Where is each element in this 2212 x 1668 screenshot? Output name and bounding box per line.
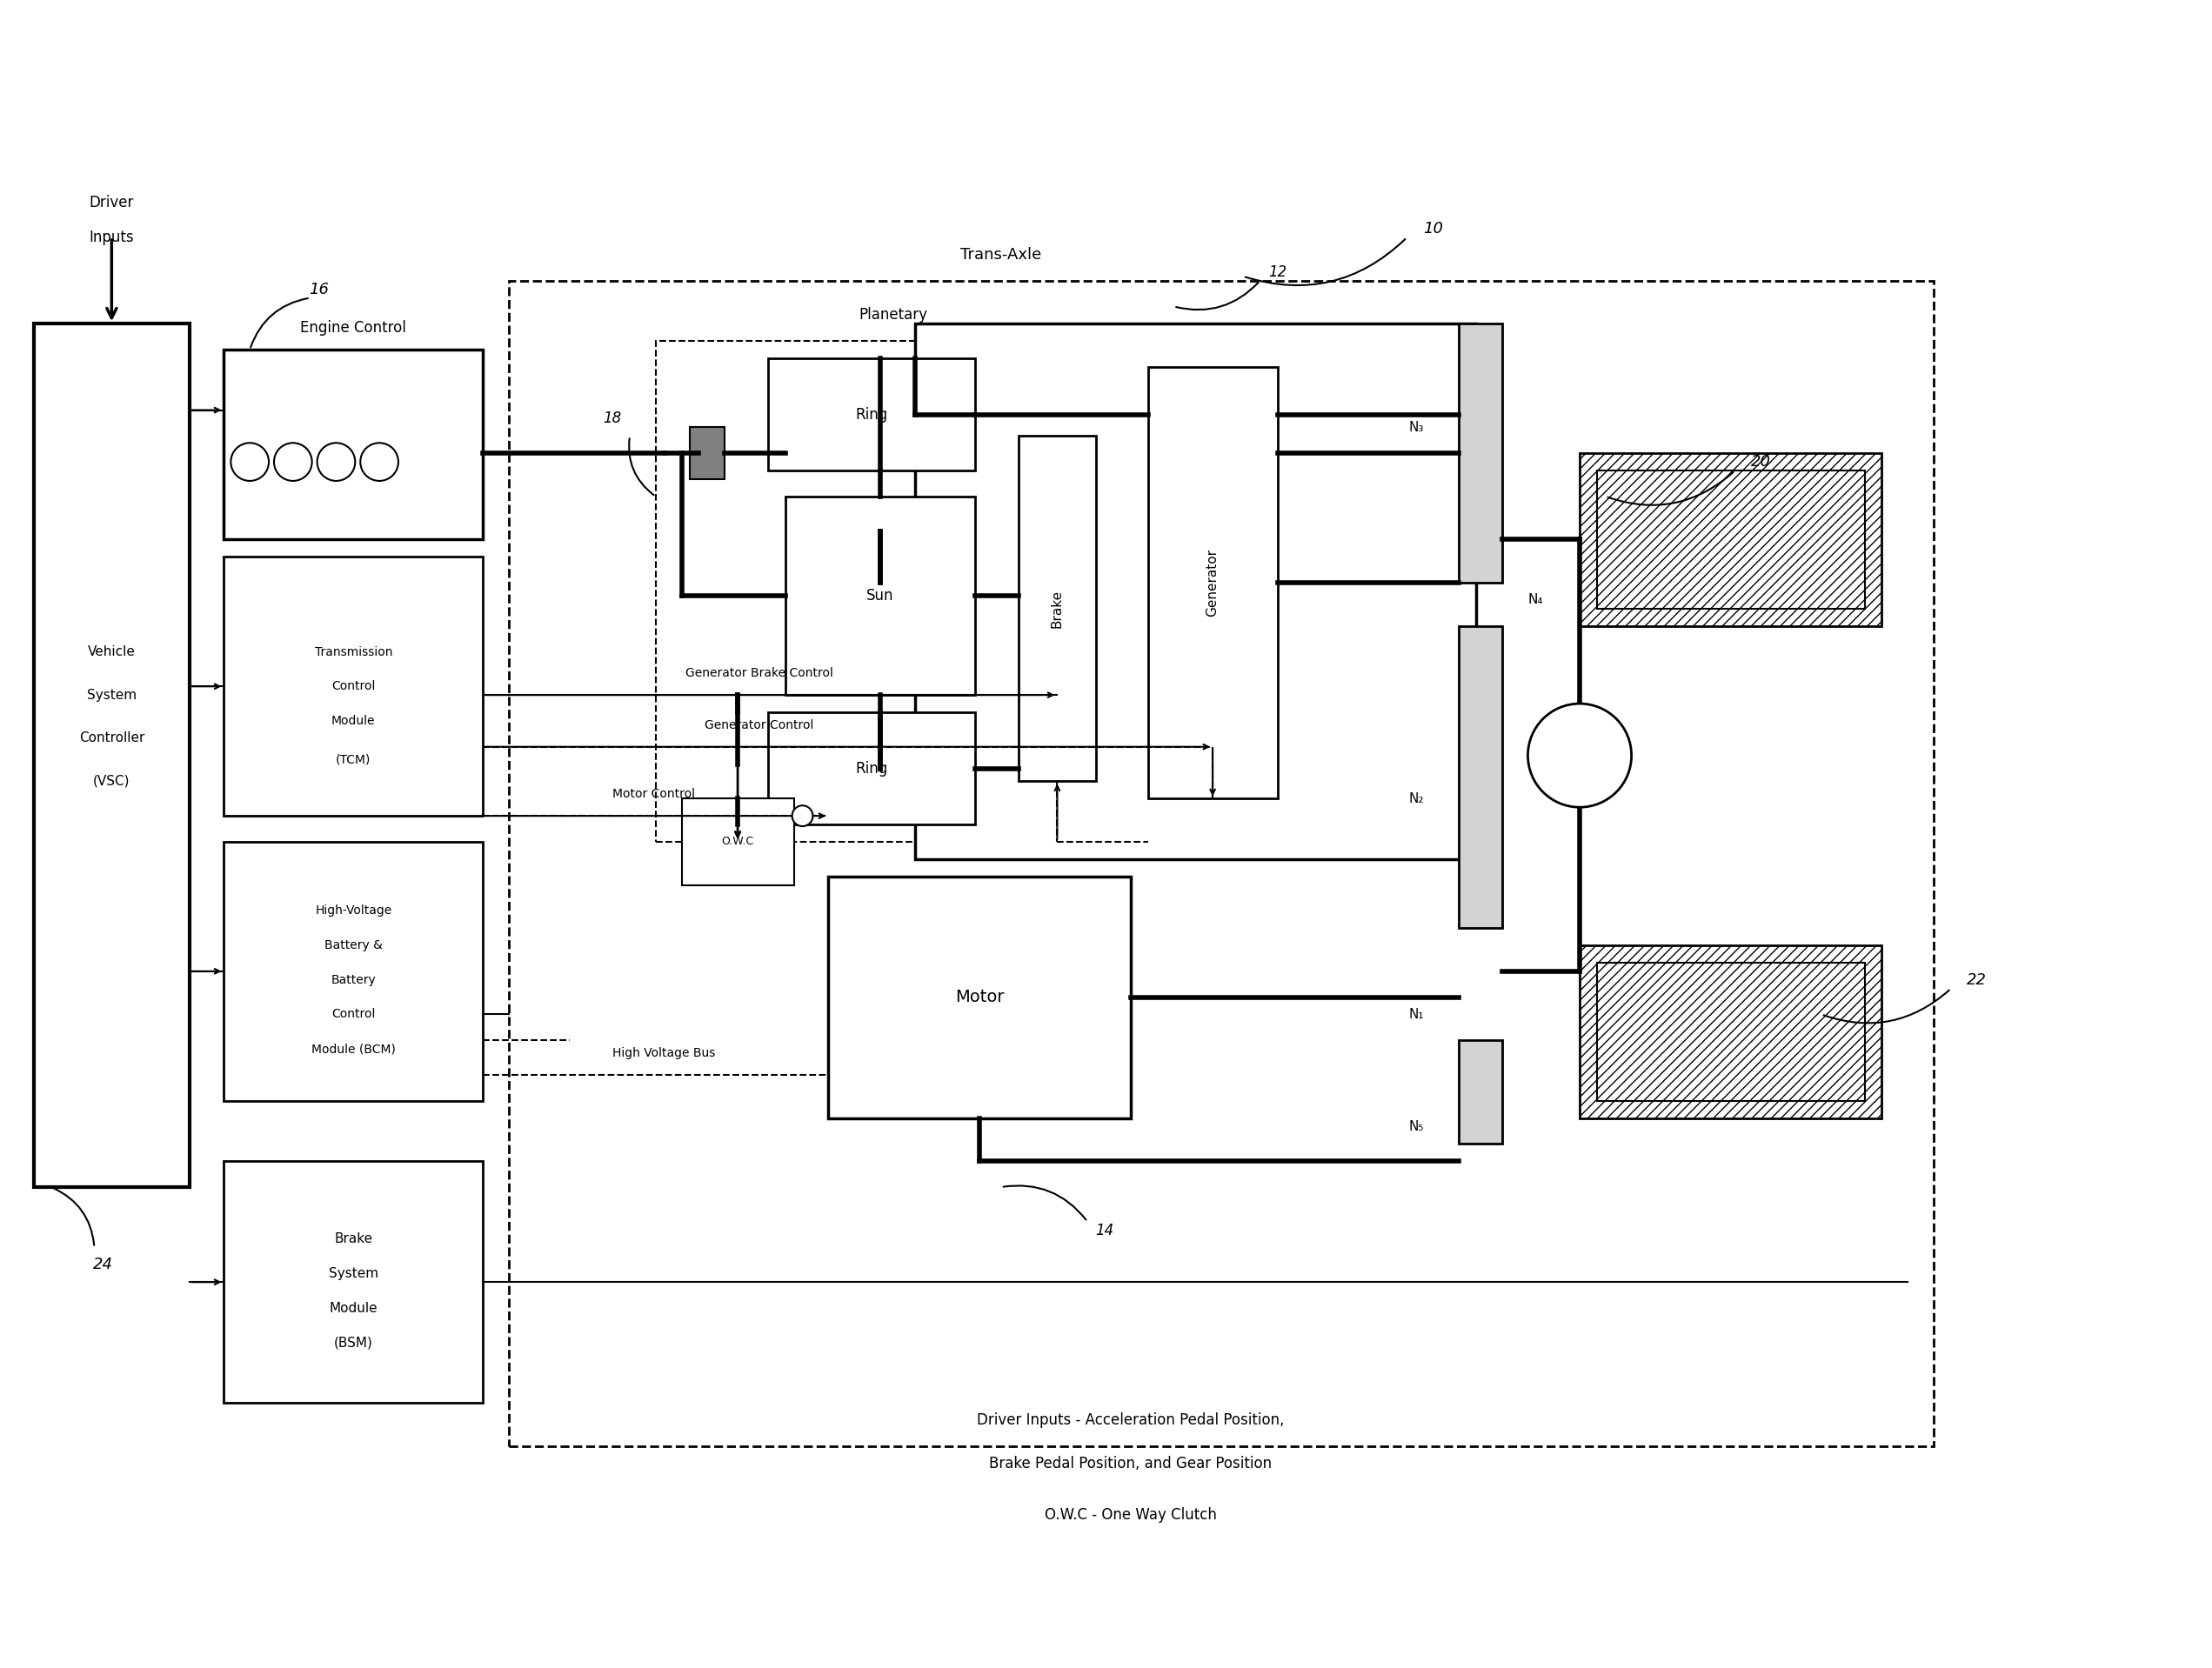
Text: O.W.C: O.W.C	[721, 836, 754, 847]
Text: 20: 20	[1752, 454, 1772, 470]
Circle shape	[316, 444, 356, 480]
Text: (TCM): (TCM)	[336, 754, 372, 766]
Bar	[690, 427, 726, 479]
Bar	[223, 557, 482, 816]
Bar	[768, 712, 975, 824]
Text: N₃: N₃	[1409, 420, 1425, 434]
Text: Driver: Driver	[88, 195, 135, 210]
Bar	[33, 324, 190, 1188]
Text: 24: 24	[93, 1258, 113, 1273]
Bar	[1458, 626, 1502, 927]
Text: Battery &: Battery &	[325, 939, 383, 951]
Text: Generator Control: Generator Control	[706, 719, 814, 731]
Text: Control: Control	[332, 1009, 376, 1021]
Text: 10: 10	[1422, 220, 1442, 237]
Bar	[916, 324, 1475, 859]
Text: System: System	[86, 689, 137, 702]
Text: Motor Control: Motor Control	[613, 789, 695, 801]
Bar	[1458, 1041, 1502, 1144]
Text: 16: 16	[310, 282, 330, 297]
Circle shape	[230, 444, 270, 480]
Text: Inputs: Inputs	[88, 230, 135, 245]
Text: (VSC): (VSC)	[93, 776, 131, 787]
Text: Vehicle: Vehicle	[88, 646, 135, 659]
Text: Driver Inputs - Acceleration Pedal Position,: Driver Inputs - Acceleration Pedal Posit…	[978, 1413, 1285, 1428]
Text: N₅: N₅	[1409, 1121, 1425, 1133]
Bar	[509, 280, 1933, 1446]
Text: 22: 22	[1966, 972, 1986, 987]
Text: Planetary: Planetary	[858, 307, 927, 324]
Text: Brake: Brake	[1051, 589, 1064, 627]
Text: High Voltage Bus: High Voltage Bus	[613, 1048, 714, 1059]
Text: Module (BCM): Module (BCM)	[312, 1042, 396, 1056]
Text: N₄: N₄	[1528, 594, 1544, 607]
Text: Motor: Motor	[956, 989, 1004, 1006]
Text: High-Voltage: High-Voltage	[314, 904, 392, 917]
Bar	[1579, 946, 1882, 1118]
Bar	[223, 1161, 482, 1403]
Text: Brake: Brake	[334, 1233, 372, 1246]
Circle shape	[1528, 704, 1632, 807]
Bar	[1597, 470, 1865, 609]
Bar	[1597, 962, 1865, 1101]
Bar	[681, 799, 794, 886]
Text: Controller: Controller	[80, 732, 144, 744]
Bar	[1148, 367, 1276, 799]
Bar	[655, 340, 1130, 842]
Text: 12: 12	[1267, 264, 1287, 280]
Text: Battery: Battery	[332, 974, 376, 986]
Text: Control: Control	[332, 681, 376, 692]
Text: N₁: N₁	[1409, 1007, 1425, 1021]
Circle shape	[274, 444, 312, 480]
Bar	[1458, 324, 1502, 582]
Circle shape	[792, 806, 812, 826]
Bar	[1018, 435, 1097, 781]
Text: Ring: Ring	[856, 407, 887, 422]
Text: Generator: Generator	[1206, 549, 1219, 617]
Text: (BSM): (BSM)	[334, 1336, 374, 1349]
Text: 18: 18	[604, 410, 622, 427]
Bar	[1579, 454, 1882, 626]
Text: Brake Pedal Position, and Gear Position: Brake Pedal Position, and Gear Position	[989, 1456, 1272, 1471]
Text: Module: Module	[332, 716, 376, 727]
Bar	[223, 842, 482, 1101]
Bar	[827, 876, 1130, 1118]
Bar	[223, 350, 482, 539]
Text: Transmission: Transmission	[314, 646, 392, 657]
Text: Module: Module	[330, 1301, 378, 1314]
Text: N₂: N₂	[1409, 792, 1425, 806]
Text: Generator Brake Control: Generator Brake Control	[686, 667, 834, 679]
Bar	[785, 497, 975, 696]
Text: Ring: Ring	[856, 761, 887, 776]
Bar	[768, 359, 975, 470]
Circle shape	[361, 444, 398, 480]
Text: Sun: Sun	[867, 587, 894, 604]
Text: Engine Control: Engine Control	[301, 320, 407, 335]
Text: Trans-Axle: Trans-Axle	[960, 247, 1042, 262]
Text: 14: 14	[1095, 1223, 1115, 1238]
Text: System: System	[330, 1268, 378, 1279]
Text: O.W.C - One Way Clutch: O.W.C - One Way Clutch	[1044, 1508, 1217, 1523]
